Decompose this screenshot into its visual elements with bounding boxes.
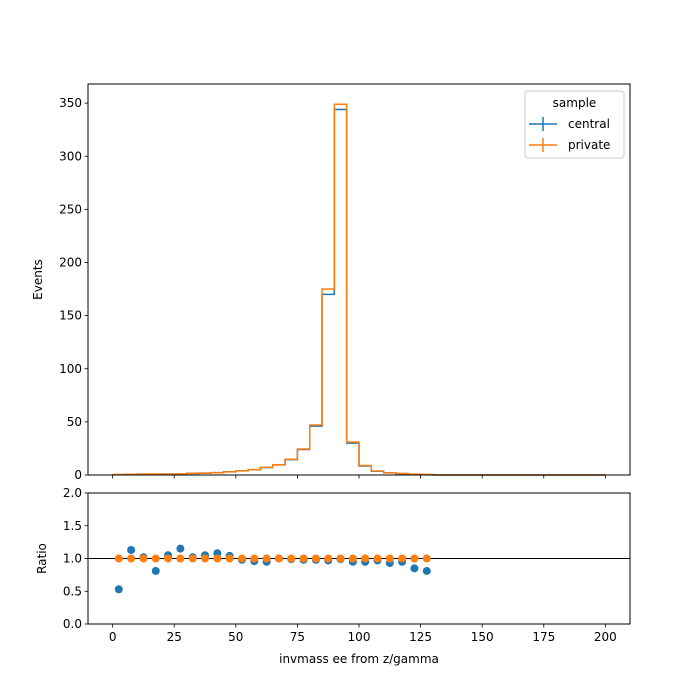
ratio-point-series-1 [422,554,431,563]
ratio-y-axis-label: Ratio [35,543,49,574]
ratio-point-series-1 [201,554,210,563]
ratio-point-series-1 [299,554,308,563]
histogram-y-ticks: 0 50 100 150 200 250 300 350 [59,96,88,482]
ratio-point-series-1 [262,554,271,563]
ratio-y-tick-label: 2.0 [63,486,82,500]
ratio-point-series-1 [164,554,173,563]
ratio-y-tick-label: 0.5 [63,584,82,598]
ratio-point-series-0 [422,566,431,575]
ratio-point-series-1 [188,554,197,563]
ratio-point-series-1 [114,554,123,563]
ratio-point-series-1 [311,554,320,563]
ratio-point-series-0 [151,566,160,575]
ratio-point-series-1 [336,554,345,563]
ratio-point-series-1 [361,554,370,563]
legend-entry-private: private [529,138,610,152]
ratio-point-series-0 [176,544,185,553]
ratio-x-tick-label: 175 [532,630,555,644]
ratio-point-series-1 [287,554,296,563]
ratio-series [114,544,431,594]
ratio-x-tick-label: 25 [167,630,182,644]
legend-label-central: central [568,117,610,131]
ratio-x-ticks: 0 25 50 75 100 125 150 175 200 [109,624,617,644]
ratio-x-tick-label: 100 [348,630,371,644]
ratio-x-tick-label: 0 [109,630,117,644]
ratio-point-series-1 [373,554,382,563]
histogram-y-axis-label: Events [31,259,45,300]
legend-box [524,90,625,159]
histogram-y-tick-label: 300 [59,149,82,163]
histogram-y-tick-label: 200 [59,256,82,270]
ratio-point-series-1 [324,554,333,563]
histogram-y-tick-label: 350 [59,96,82,110]
legend-label-private: private [568,138,610,152]
ratio-point-series-0 [114,585,123,594]
ratio-point-series-1 [250,554,259,563]
ratio-panel: 0.0 0.5 1.0 1.5 2.0 0 25 50 75 100 125 150 175 200 R… [35,486,631,666]
ratio-y-tick-label: 1.5 [63,519,82,533]
ratio-y-ticks: 0.0 0.5 1.0 1.5 2.0 [63,486,88,631]
ratio-y-tick-label: 0.0 [63,617,82,631]
ratio-x-tick-label: 150 [471,630,494,644]
ratio-point-series-1 [274,554,283,563]
x-axis-label: invmass ee from z/gamma [279,652,439,666]
ratio-point-series-1 [225,554,234,563]
histogram-y-tick-label: 250 [59,202,82,216]
histogram-y-tick-label: 100 [59,362,82,376]
ratio-x-tick-label: 200 [594,630,617,644]
ratio-point-series-1 [127,554,136,563]
ratio-point-series-1 [151,554,160,563]
legend: sample central private [524,90,625,159]
ratio-x-tick-label: 75 [290,630,305,644]
histogram-panel: 0 50 100 150 200 250 300 350 Events sample cent… [31,83,631,482]
histogram-x-ticks [112,475,606,479]
ratio-point-series-0 [410,564,419,573]
ratio-point-series-1 [348,554,357,563]
ratio-point-series-1 [385,554,394,563]
legend-entry-central: central [529,117,610,131]
ratio-point-series-1 [398,554,407,563]
histogram-axes-frame [87,83,631,476]
ratio-point-series-1 [410,554,419,563]
ratio-point-series-1 [176,554,185,563]
ratio-axes-frame [87,492,631,625]
ratio-point-series-0 [127,545,136,554]
ratio-point-series-1 [213,554,222,563]
histogram-y-tick-label: 50 [67,415,82,429]
ratio-y-tick-label: 1.0 [63,552,82,566]
histogram-y-tick-label: 150 [59,309,82,323]
histogram-y-tick-label: 0 [74,468,82,482]
ratio-point-series-1 [237,554,246,563]
ratio-x-tick-label: 125 [409,630,432,644]
ratio-x-tick-label: 50 [228,630,243,644]
ratio-point-series-1 [139,554,148,563]
legend-title: sample [553,96,597,110]
